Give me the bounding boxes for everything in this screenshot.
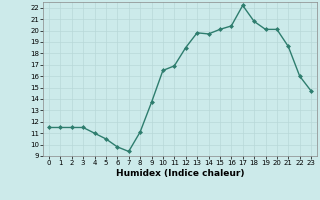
X-axis label: Humidex (Indice chaleur): Humidex (Indice chaleur) [116, 169, 244, 178]
